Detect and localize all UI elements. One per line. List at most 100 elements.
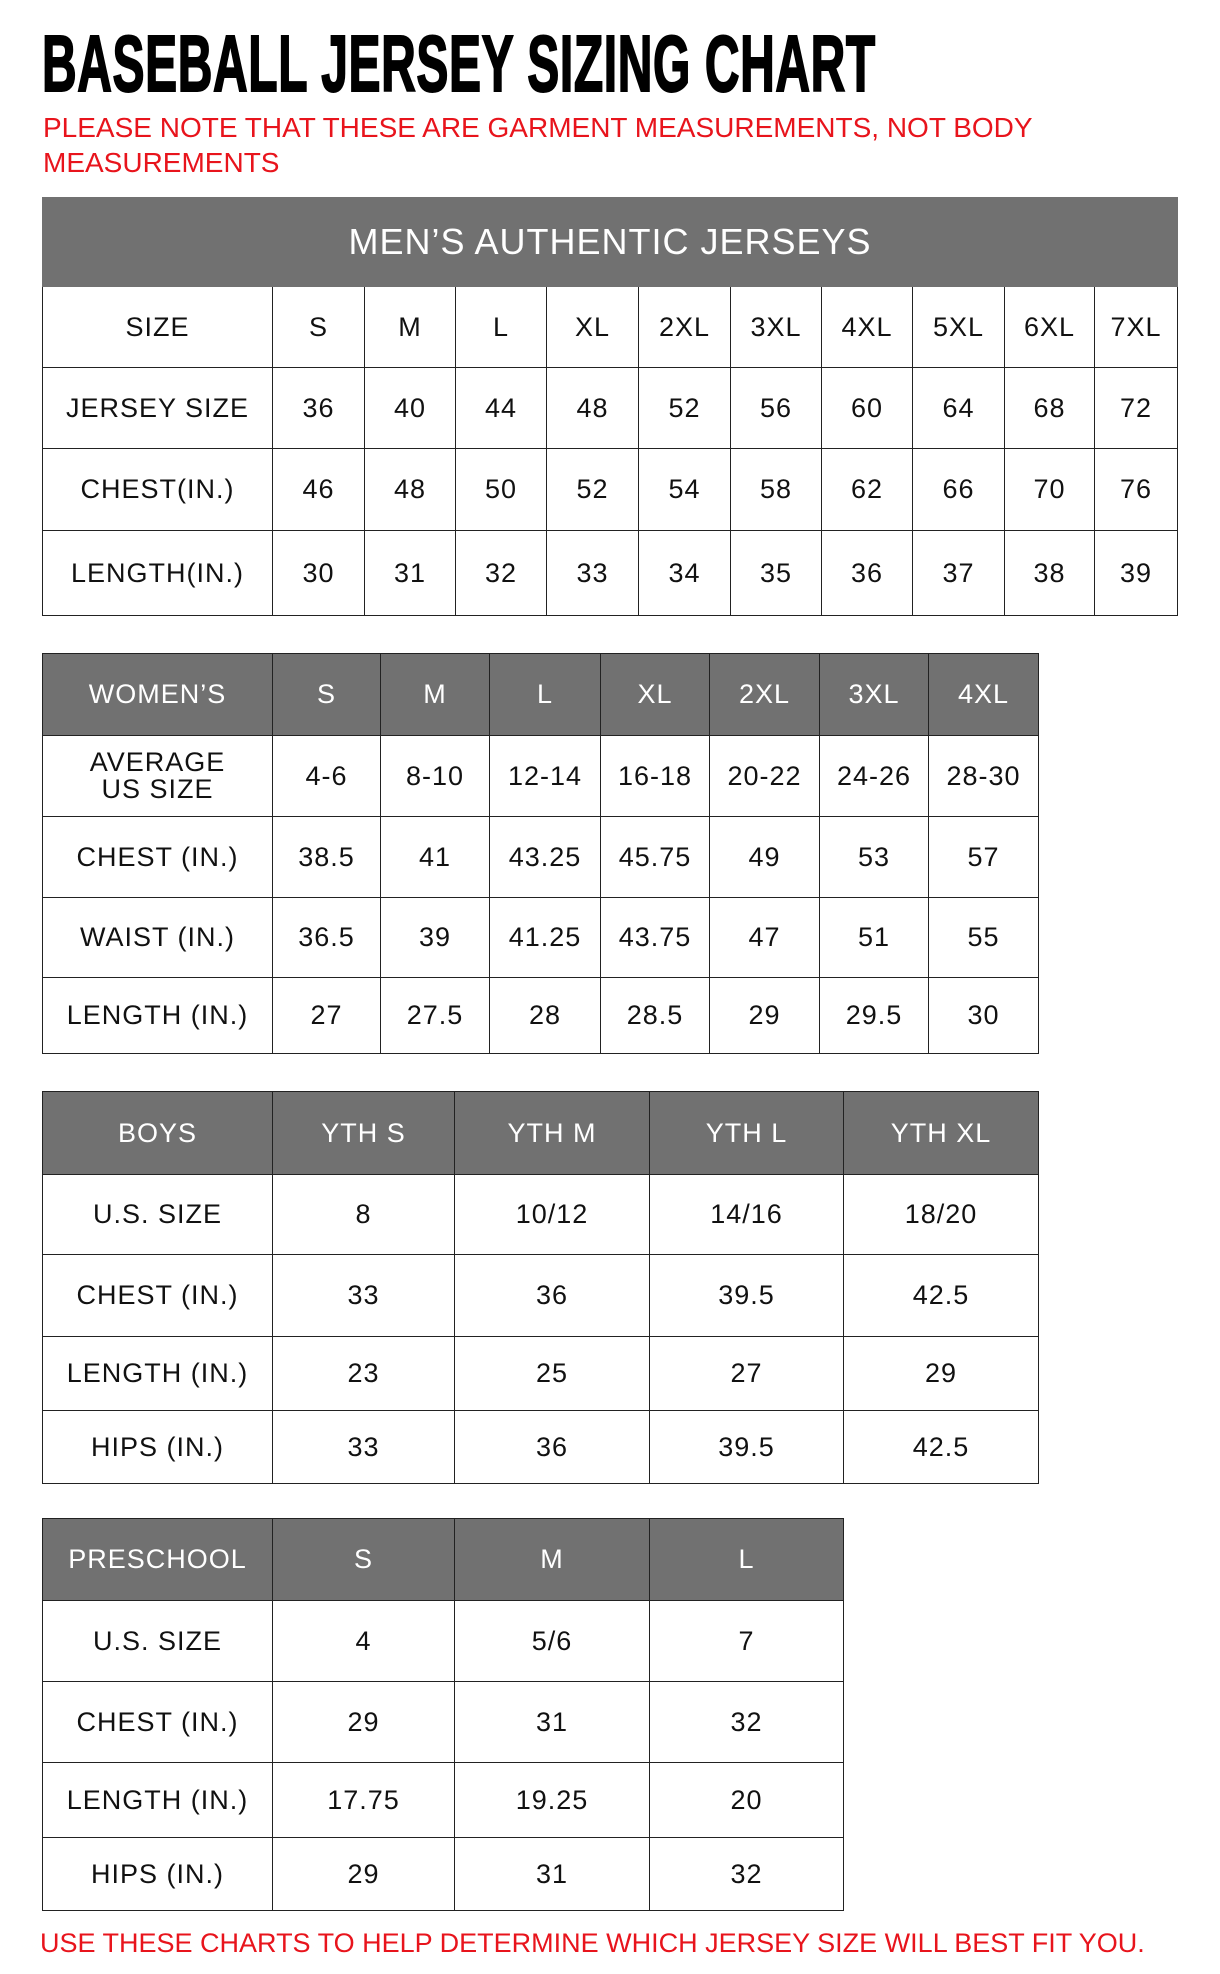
measurement-cell: 39.5 (649, 1410, 844, 1484)
measurement-cell: 14/16 (649, 1174, 844, 1255)
measurement-cell: 72 (1093, 367, 1179, 449)
womens-sizing-table: WOMEN’S S M L XL 2XL 3XL 4XL AVERAGE US SIZE 4-6 8… (42, 653, 1039, 1054)
measurement-cell: 51 (819, 897, 929, 978)
row-label: U.S. SIZE (42, 1174, 273, 1255)
measurement-cell: 29 (709, 977, 820, 1054)
measurement-cell: 68 (1004, 367, 1095, 449)
size-header: 2XL (709, 653, 820, 736)
header-row: SIZE S M L XL 2XL 3XL 4XL 5XL 6XL 7XL (42, 286, 1179, 368)
measurement-cell: 18/20 (843, 1174, 1039, 1255)
measurement-cell: 50 (455, 448, 547, 531)
table-row: U.S. SIZE 8 10/12 14/16 18/20 (42, 1174, 1039, 1255)
row-label: LENGTH (IN.) (42, 1762, 273, 1838)
row-label: LENGTH (IN.) (42, 977, 273, 1054)
measurement-cell: 33 (272, 1254, 455, 1337)
table-row: LENGTH (IN.) 23 25 27 29 (42, 1336, 1039, 1411)
measurement-cell: 36 (454, 1254, 650, 1337)
size-header: XL (600, 653, 710, 736)
measurement-cell: 58 (730, 448, 822, 531)
measurement-cell: 55 (928, 897, 1039, 978)
row-label: LENGTH (IN.) (42, 1336, 273, 1411)
measurement-cell: 52 (638, 367, 731, 449)
measurement-cell: 5/6 (454, 1600, 650, 1682)
table-row: AVERAGE US SIZE 4-6 8-10 12-14 16-18 20-22 24-… (42, 735, 1039, 817)
size-header: 3XL (819, 653, 929, 736)
measurement-cell: 38 (1004, 530, 1095, 616)
size-header: XL (546, 286, 639, 368)
header-row: BOYS YTH S YTH M YTH L YTH XL (42, 1091, 1039, 1175)
measurement-cell: 28.5 (600, 977, 710, 1054)
row-label: CHEST (IN.) (42, 1254, 273, 1337)
measurement-cell: 66 (912, 448, 1005, 531)
garment-measurement-note: PLEASE NOTE THAT THESE ARE GARMENT MEASU… (43, 112, 1033, 178)
measurement-cell: 47 (709, 897, 820, 978)
measurement-cell: 12-14 (489, 735, 601, 817)
header-row: PRESCHOOL S M L (42, 1518, 844, 1601)
header-label: PRESCHOOL (42, 1518, 273, 1601)
measurement-cell: 29.5 (819, 977, 929, 1054)
table-row: U.S. SIZE 4 5/6 7 (42, 1600, 844, 1682)
measurement-cell: 30 (272, 530, 365, 616)
size-header: M (380, 653, 490, 736)
measurement-cell: 32 (455, 530, 547, 616)
measurement-cell: 52 (546, 448, 639, 531)
measurement-cell: 35 (730, 530, 822, 616)
page-title: BASEBALL JERSEY SIZING CHART (41, 19, 876, 108)
footer-note: USE THESE CHARTS TO HELP DETERMINE WHICH… (40, 1928, 1145, 1958)
measurement-cell: 19.25 (454, 1762, 650, 1838)
measurement-cell: 53 (819, 816, 929, 898)
measurement-cell: 20 (649, 1762, 844, 1838)
measurement-cell: 4 (272, 1600, 455, 1682)
size-header: 7XL (1093, 286, 1179, 368)
measurement-cell: 60 (821, 367, 913, 449)
measurement-cell: 30 (928, 977, 1039, 1054)
row-label: HIPS (IN.) (42, 1410, 273, 1484)
size-header: M (454, 1518, 650, 1601)
measurement-cell: 8 (272, 1174, 455, 1255)
table-row: CHEST (IN.) 38.5 41 43.25 45.75 49 53 57 (42, 816, 1039, 898)
measurement-cell: 34 (638, 530, 731, 616)
row-label: WAIST (IN.) (42, 897, 273, 978)
preschool-sizing-table: PRESCHOOL S M L U.S. SIZE 4 5/6 7 CHEST (IN.) 29 3… (42, 1518, 844, 1911)
size-header: 3XL (730, 286, 822, 368)
measurement-cell: 8-10 (380, 735, 490, 817)
header-label: BOYS (42, 1091, 273, 1175)
size-header: YTH L (649, 1091, 844, 1175)
header-row: WOMEN’S S M L XL 2XL 3XL 4XL (42, 653, 1039, 736)
measurement-cell: 70 (1004, 448, 1095, 531)
table-row: JERSEY SIZE 36 40 44 48 52 56 60 64 68 72 (42, 367, 1179, 449)
measurement-cell: 10/12 (454, 1174, 650, 1255)
size-header: YTH M (454, 1091, 650, 1175)
measurement-cell: 76 (1093, 448, 1179, 531)
measurement-cell: 62 (821, 448, 913, 531)
table-title: MEN’S AUTHENTIC JERSEYS (41, 197, 1179, 287)
header-label: WOMEN’S (42, 653, 273, 736)
measurement-cell: 36 (821, 530, 913, 616)
size-header: S (272, 286, 365, 368)
measurement-cell: 29 (272, 1837, 455, 1911)
measurement-cell: 27 (272, 977, 381, 1054)
measurement-cell: 32 (649, 1681, 844, 1763)
header-label: SIZE (42, 286, 273, 368)
measurement-cell: 45.75 (600, 816, 710, 898)
row-label: CHEST (IN.) (42, 1681, 273, 1763)
measurement-cell: 57 (928, 816, 1039, 898)
measurement-cell: 64 (912, 367, 1005, 449)
size-header: 5XL (912, 286, 1005, 368)
measurement-cell: 36 (272, 367, 365, 449)
size-header: M (364, 286, 456, 368)
boys-sizing-table: BOYS YTH S YTH M YTH L YTH XL U.S. SIZE 8 10/12… (42, 1091, 1039, 1484)
measurement-cell: 20-22 (709, 735, 820, 817)
measurement-cell: 56 (730, 367, 822, 449)
measurement-cell: 40 (364, 367, 456, 449)
table-row: HIPS (IN.) 29 31 32 (42, 1837, 844, 1911)
size-header: 4XL (821, 286, 913, 368)
measurement-cell: 43.25 (489, 816, 601, 898)
measurement-cell: 28-30 (928, 735, 1039, 817)
size-header: YTH S (272, 1091, 455, 1175)
row-label: U.S. SIZE (42, 1600, 273, 1682)
measurement-cell: 27.5 (380, 977, 490, 1054)
size-header: 2XL (638, 286, 731, 368)
measurement-cell: 29 (272, 1681, 455, 1763)
measurement-cell: 37 (912, 530, 1005, 616)
